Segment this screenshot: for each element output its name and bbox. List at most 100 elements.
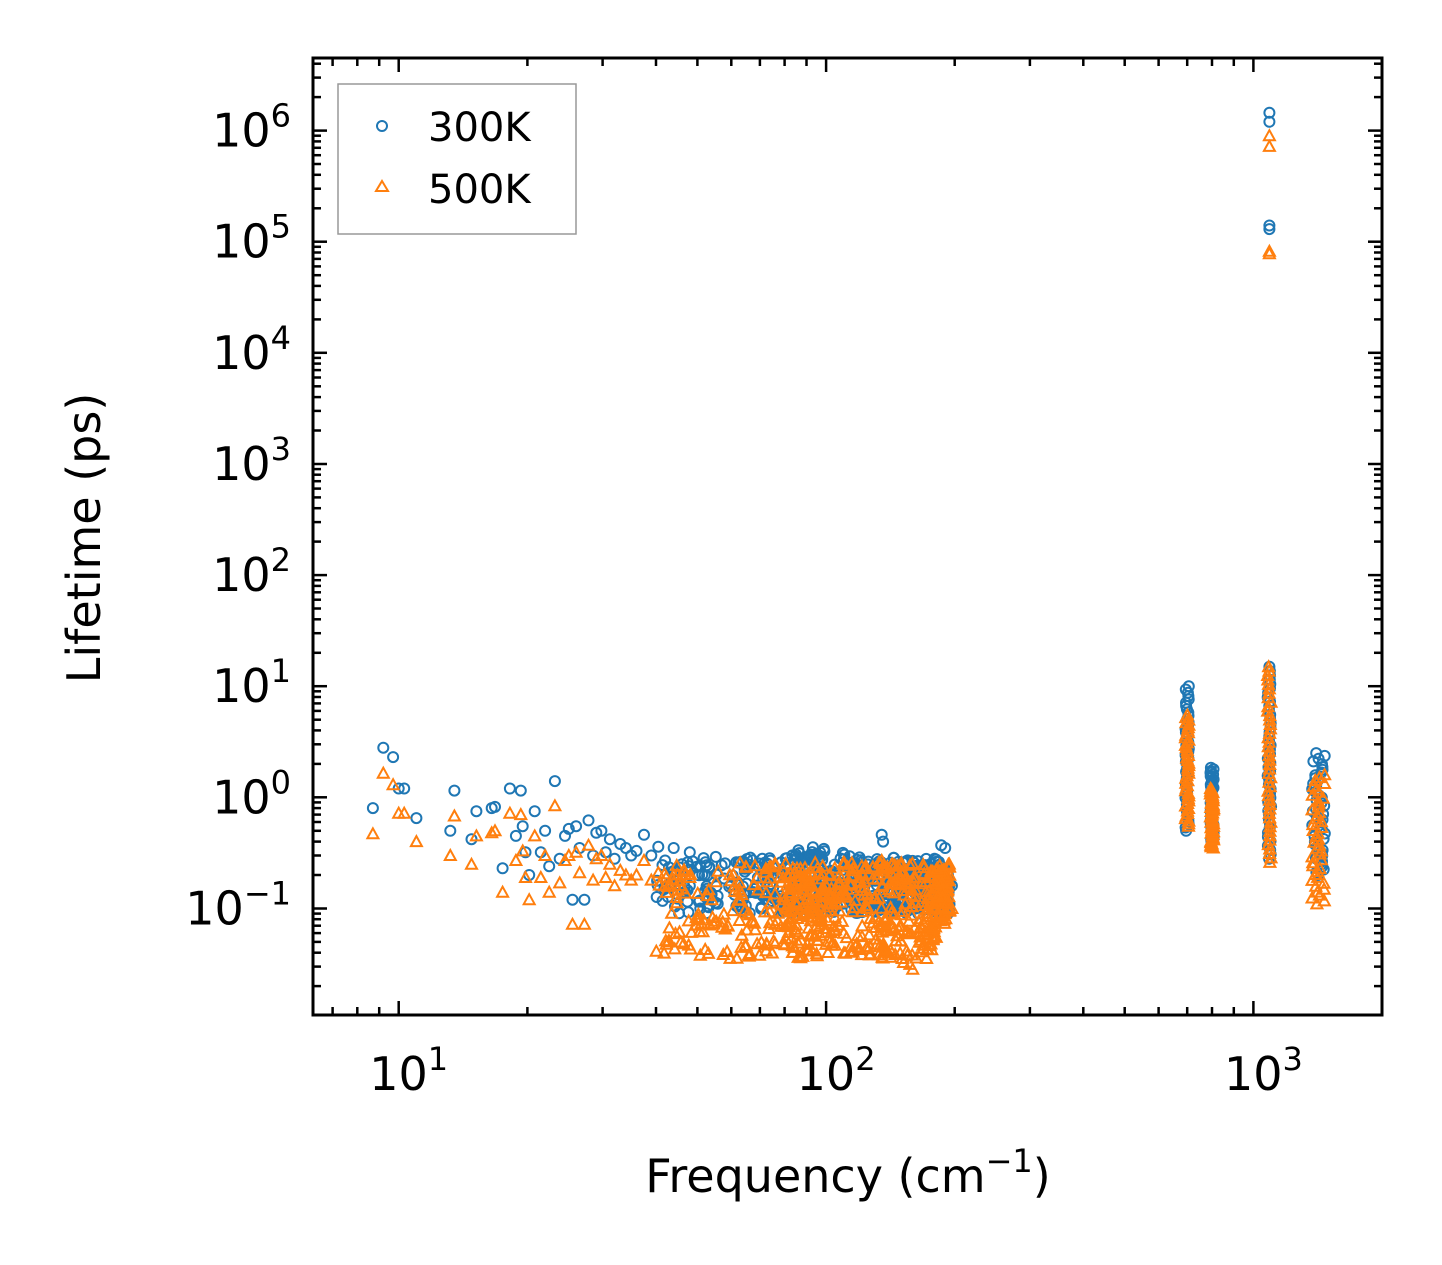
point-300k — [570, 820, 583, 833]
point-300k — [645, 849, 658, 862]
point-500k — [832, 867, 847, 881]
point-500k — [1180, 707, 1195, 721]
point-500k — [809, 932, 825, 946]
point-500k — [905, 855, 920, 869]
point-300k — [514, 784, 527, 797]
point-300k — [543, 860, 556, 873]
point-500k — [692, 924, 707, 938]
point-500k — [742, 945, 758, 959]
point-500k — [409, 834, 424, 848]
point-500k — [863, 911, 878, 925]
point-300k — [603, 833, 616, 846]
point-500k — [919, 950, 934, 964]
point-500k — [577, 916, 592, 930]
outlier-500k — [1262, 138, 1277, 152]
point-500k — [758, 943, 774, 957]
point-500k — [651, 865, 666, 879]
point-500k — [527, 828, 542, 842]
point-500k — [716, 906, 732, 920]
point-500k — [669, 895, 685, 909]
point-500k — [777, 892, 793, 906]
y-axis-label: Lifetime (ps) — [57, 393, 111, 684]
point-500k — [684, 924, 699, 938]
point-500k — [513, 807, 528, 821]
point-500k — [760, 874, 775, 888]
point-500k — [1261, 659, 1276, 673]
point-300k — [444, 824, 457, 837]
point-500k — [518, 869, 533, 883]
point-500k — [781, 924, 796, 938]
point-500k — [733, 855, 748, 869]
point-500k — [690, 912, 705, 926]
point-500k — [826, 896, 841, 910]
point-500k — [801, 875, 817, 889]
point-500k — [887, 906, 902, 920]
point-300k — [366, 802, 379, 815]
point-500k — [725, 903, 741, 917]
point-500k — [469, 828, 484, 842]
point-500k — [884, 905, 899, 919]
y-tick-label: 100 — [212, 763, 291, 824]
y-tick-label: 101 — [212, 652, 291, 713]
point-500k — [885, 856, 900, 870]
point-300k — [939, 842, 952, 854]
point-500k — [669, 857, 684, 871]
point-500k — [676, 936, 691, 950]
point-500k — [763, 895, 778, 909]
point-500k — [739, 922, 754, 936]
point-300k — [548, 775, 561, 788]
point-300k — [410, 812, 423, 825]
point-500k — [754, 934, 769, 948]
point-500k — [802, 927, 817, 941]
point-500k — [899, 943, 914, 957]
point-500k — [836, 856, 851, 870]
point-300k — [638, 828, 650, 841]
point-500k — [691, 906, 706, 920]
point-300k — [875, 828, 888, 841]
point-500k — [906, 875, 922, 889]
point-500k — [874, 900, 889, 914]
point-300k — [1204, 761, 1217, 774]
point-500k — [672, 872, 687, 886]
point-500k — [636, 852, 652, 866]
point-500k — [1203, 780, 1218, 794]
point-500k — [515, 843, 530, 857]
point-500k — [920, 941, 935, 955]
point-300k — [387, 751, 400, 764]
point-500k — [926, 928, 942, 942]
point-300k — [516, 820, 529, 833]
series-500k-points — [365, 128, 1332, 975]
point-500k — [928, 876, 943, 890]
point-500k — [644, 872, 659, 886]
point-500k — [859, 941, 874, 955]
outlier-300k — [1263, 223, 1276, 236]
point-500k — [598, 869, 613, 883]
point-500k — [872, 890, 887, 904]
point-500k — [719, 943, 735, 957]
point-500k — [664, 905, 679, 919]
point-500k — [656, 945, 672, 959]
outlier-500k — [1262, 246, 1277, 260]
point-500k — [533, 869, 548, 883]
point-500k — [732, 912, 747, 926]
point-500k — [801, 878, 817, 892]
point-500k — [856, 887, 872, 901]
point-500k — [895, 903, 910, 917]
point-500k — [815, 866, 830, 880]
point-500k — [629, 867, 644, 881]
point-300k — [1179, 683, 1192, 696]
point-500k — [547, 798, 563, 812]
point-500k — [829, 883, 845, 897]
point-500k — [911, 913, 926, 927]
point-500k — [752, 947, 767, 961]
point-500k — [787, 939, 802, 953]
point-500k — [860, 900, 876, 914]
point-500k — [920, 908, 935, 922]
point-300k — [681, 856, 694, 869]
point-500k — [487, 823, 503, 837]
point-500k — [832, 903, 847, 917]
point-300k — [539, 824, 552, 837]
point-500k — [913, 929, 928, 943]
point-500k — [800, 936, 815, 950]
point-500k — [704, 892, 720, 906]
